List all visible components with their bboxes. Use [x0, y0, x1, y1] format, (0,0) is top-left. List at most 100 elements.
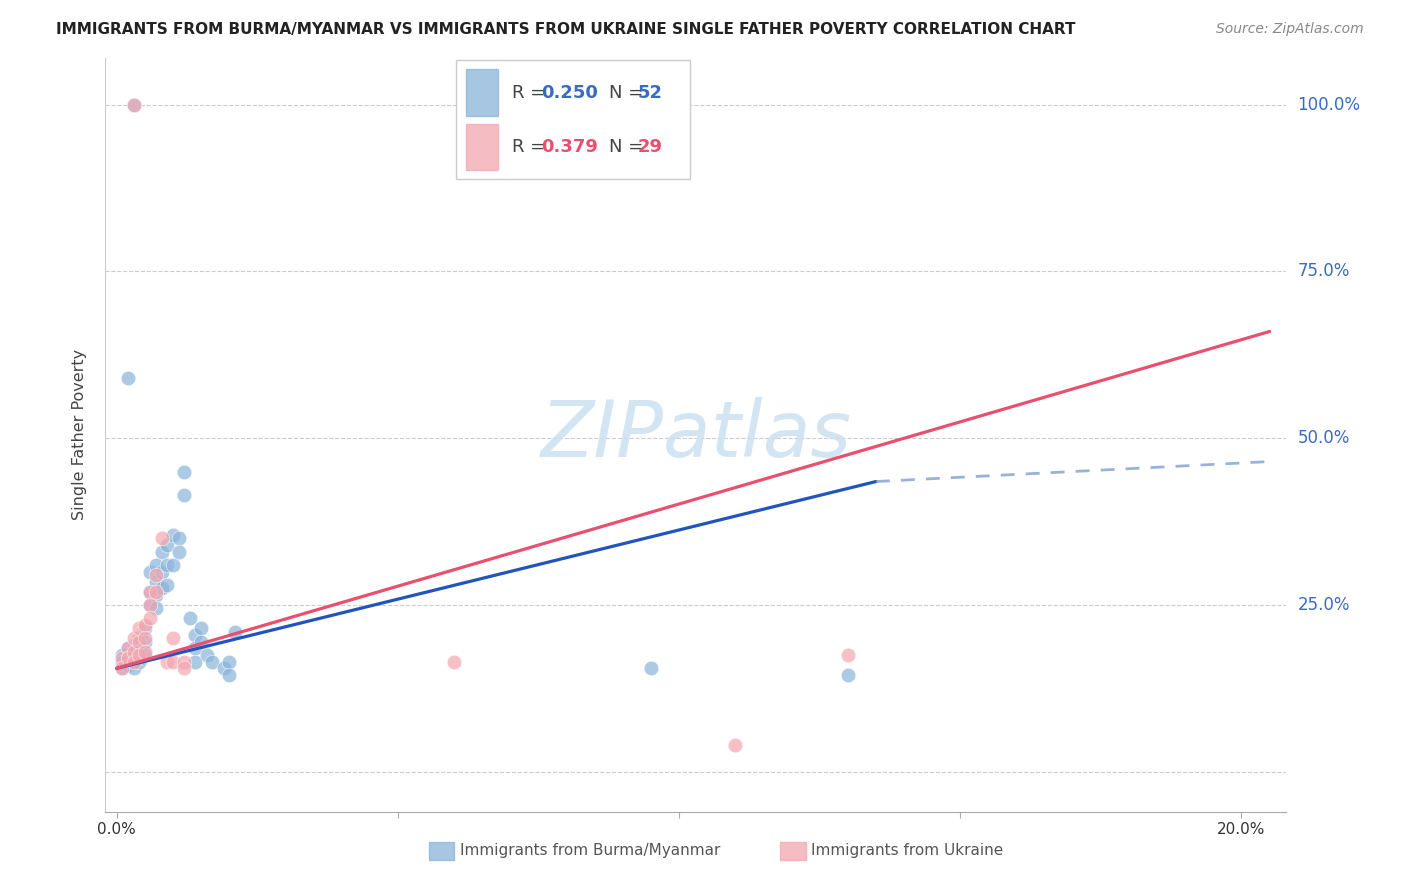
Point — [128, 648, 150, 662]
Bar — [465, 124, 498, 170]
Point — [122, 97, 145, 112]
Point — [162, 632, 184, 646]
Point — [167, 531, 190, 545]
Point — [122, 645, 145, 659]
Point — [555, 97, 578, 112]
Point — [111, 648, 134, 662]
Point — [156, 578, 179, 592]
Point — [122, 655, 145, 669]
Point — [224, 624, 246, 639]
Point — [150, 581, 173, 595]
Text: R =: R = — [512, 138, 551, 156]
Text: 0.250: 0.250 — [541, 84, 598, 102]
Point — [212, 661, 235, 675]
Point — [443, 655, 465, 669]
Point — [139, 584, 162, 599]
Text: 100.0%: 100.0% — [1298, 95, 1361, 113]
Text: 52: 52 — [638, 84, 664, 102]
Point — [117, 371, 139, 385]
Point — [837, 668, 859, 682]
Point — [128, 645, 150, 659]
Point — [122, 661, 145, 675]
Point — [167, 544, 190, 558]
Point — [640, 661, 662, 675]
Point — [122, 655, 145, 669]
Point — [173, 465, 195, 479]
Point — [134, 621, 156, 635]
Text: IMMIGRANTS FROM BURMA/MYANMAR VS IMMIGRANTS FROM UKRAINE SINGLE FATHER POVERTY C: IMMIGRANTS FROM BURMA/MYANMAR VS IMMIGRA… — [56, 22, 1076, 37]
Point — [195, 648, 218, 662]
Point — [150, 565, 173, 579]
Point — [162, 558, 184, 572]
Text: Immigrants from Ukraine: Immigrants from Ukraine — [811, 844, 1004, 858]
Point — [184, 641, 207, 656]
Text: ZIPatlas: ZIPatlas — [540, 397, 852, 473]
Point — [117, 641, 139, 656]
Point — [724, 738, 747, 752]
FancyBboxPatch shape — [456, 61, 690, 179]
Text: 75.0%: 75.0% — [1298, 262, 1350, 280]
Point — [139, 584, 162, 599]
Point — [139, 611, 162, 625]
Text: 25.0%: 25.0% — [1298, 596, 1350, 614]
Point — [150, 531, 173, 545]
Point — [134, 634, 156, 648]
Point — [117, 651, 139, 665]
Point — [117, 641, 139, 656]
Text: R =: R = — [512, 84, 551, 102]
Point — [145, 588, 167, 602]
Text: 50.0%: 50.0% — [1298, 429, 1350, 447]
Text: N =: N = — [609, 138, 648, 156]
Point — [122, 97, 145, 112]
Point — [150, 544, 173, 558]
Point — [156, 558, 179, 572]
Point — [128, 655, 150, 669]
Point — [139, 565, 162, 579]
Point — [145, 574, 167, 589]
Point — [173, 488, 195, 502]
Point — [145, 568, 167, 582]
Point — [156, 655, 179, 669]
Point — [184, 655, 207, 669]
Point — [139, 598, 162, 612]
Point — [128, 621, 150, 635]
Point — [218, 655, 240, 669]
Point — [145, 601, 167, 615]
Point — [128, 634, 150, 648]
Point — [122, 638, 145, 652]
Text: Source: ZipAtlas.com: Source: ZipAtlas.com — [1216, 22, 1364, 37]
Point — [111, 661, 134, 675]
Point — [128, 632, 150, 646]
Point — [190, 634, 212, 648]
Point — [117, 651, 139, 665]
Point — [190, 621, 212, 635]
Point — [156, 538, 179, 552]
Point — [134, 645, 156, 659]
Point — [173, 655, 195, 669]
Point — [111, 655, 134, 669]
Point — [122, 632, 145, 646]
Point — [111, 651, 134, 665]
Bar — [465, 70, 498, 116]
Point — [145, 584, 167, 599]
Text: 29: 29 — [638, 138, 664, 156]
Y-axis label: Single Father Poverty: Single Father Poverty — [72, 350, 87, 520]
Point — [162, 655, 184, 669]
Text: 0.379: 0.379 — [541, 138, 598, 156]
Point — [179, 611, 201, 625]
Point — [555, 97, 578, 112]
Point — [145, 558, 167, 572]
Point — [218, 668, 240, 682]
Point — [134, 648, 156, 662]
Point — [184, 628, 207, 642]
Point — [139, 598, 162, 612]
Text: Immigrants from Burma/Myanmar: Immigrants from Burma/Myanmar — [460, 844, 720, 858]
Point — [173, 661, 195, 675]
Point — [837, 648, 859, 662]
Point — [134, 618, 156, 632]
Point — [162, 528, 184, 542]
Text: N =: N = — [609, 84, 648, 102]
Point — [122, 648, 145, 662]
Point — [111, 661, 134, 675]
Point — [134, 632, 156, 646]
